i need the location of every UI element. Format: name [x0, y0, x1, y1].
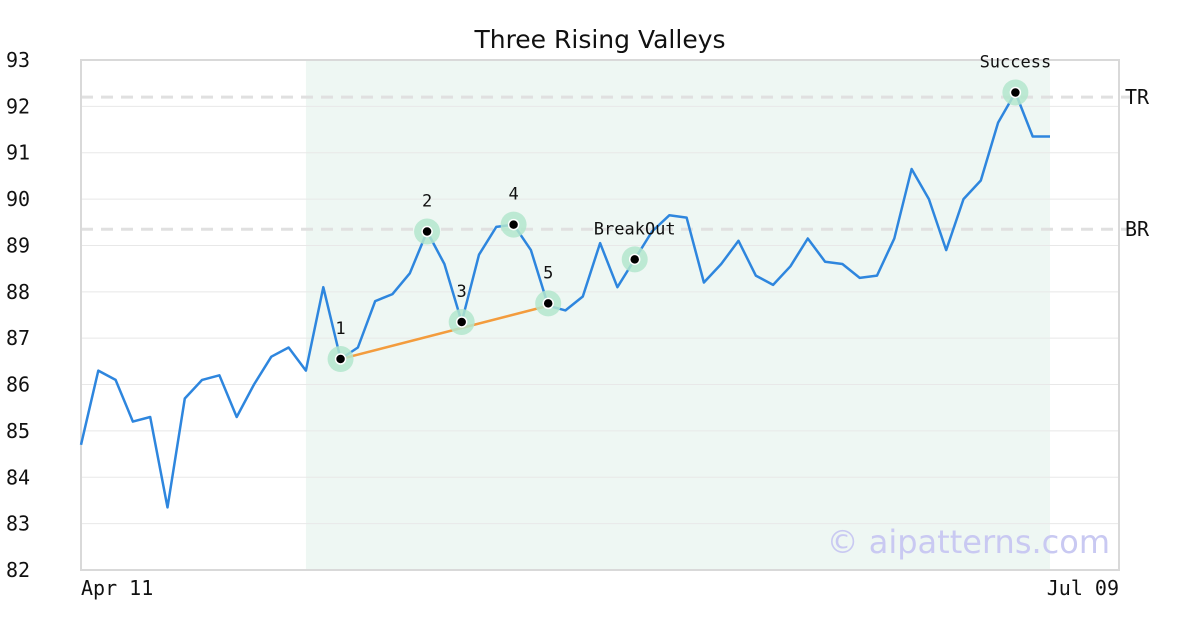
- annotation-point: [455, 316, 468, 328]
- annotation-point: [421, 225, 433, 238]
- x-tick-label-end: Jul 09: [1047, 576, 1119, 600]
- annotation-point: [334, 353, 347, 365]
- y-tick-label: 89: [6, 233, 30, 257]
- annotation-label: 1: [335, 319, 345, 339]
- y-tick-label: 85: [6, 419, 30, 443]
- trendline-group: [340, 304, 549, 361]
- annotation-markers: 1 2 3 4 5 BreakOut Success: [327, 52, 1052, 373]
- annotation-point: [628, 253, 641, 266]
- y-tick-label: 91: [6, 141, 30, 165]
- level-label: BR: [1125, 217, 1150, 241]
- annotation-label: Success: [980, 52, 1052, 72]
- annotation-point: [542, 297, 554, 310]
- annotation-point: [1009, 86, 1022, 99]
- annotation-label: 4: [508, 185, 518, 205]
- annotation-label: 2: [422, 192, 432, 212]
- y-tick-label: 82: [6, 558, 30, 582]
- y-axis-ticks: 82 83 84 85 86 87 88 89 90 91 92 93: [6, 48, 30, 582]
- y-tick-label: 92: [6, 94, 30, 118]
- price-series-line: [79, 91, 1050, 509]
- level-label: TR: [1125, 85, 1150, 109]
- valley-trendline: [340, 304, 549, 361]
- level-lines: TR BR: [81, 85, 1150, 241]
- y-tick-label: 90: [6, 187, 30, 211]
- y-tick-label: 83: [6, 512, 30, 536]
- plot-frame: [80, 59, 1120, 571]
- y-tick-label: 87: [6, 326, 30, 350]
- pattern-highlight-region: [305, 60, 1051, 570]
- y-tick-label: 93: [6, 48, 30, 72]
- chart-title: Three Rising Valleys: [473, 25, 725, 54]
- y-tick-label: 88: [6, 280, 30, 304]
- x-tick-label-start: Apr 11: [81, 576, 153, 600]
- y-tick-label: 84: [6, 465, 30, 489]
- annotation-label: 5: [543, 263, 553, 283]
- annotation-label: BreakOut: [594, 219, 676, 239]
- y-tick-label: 86: [6, 373, 30, 397]
- annotation-label: 3: [457, 282, 467, 302]
- gridlines: [81, 59, 1119, 571]
- watermark: © aipatterns.com: [827, 523, 1110, 561]
- annotation-point: [507, 218, 520, 231]
